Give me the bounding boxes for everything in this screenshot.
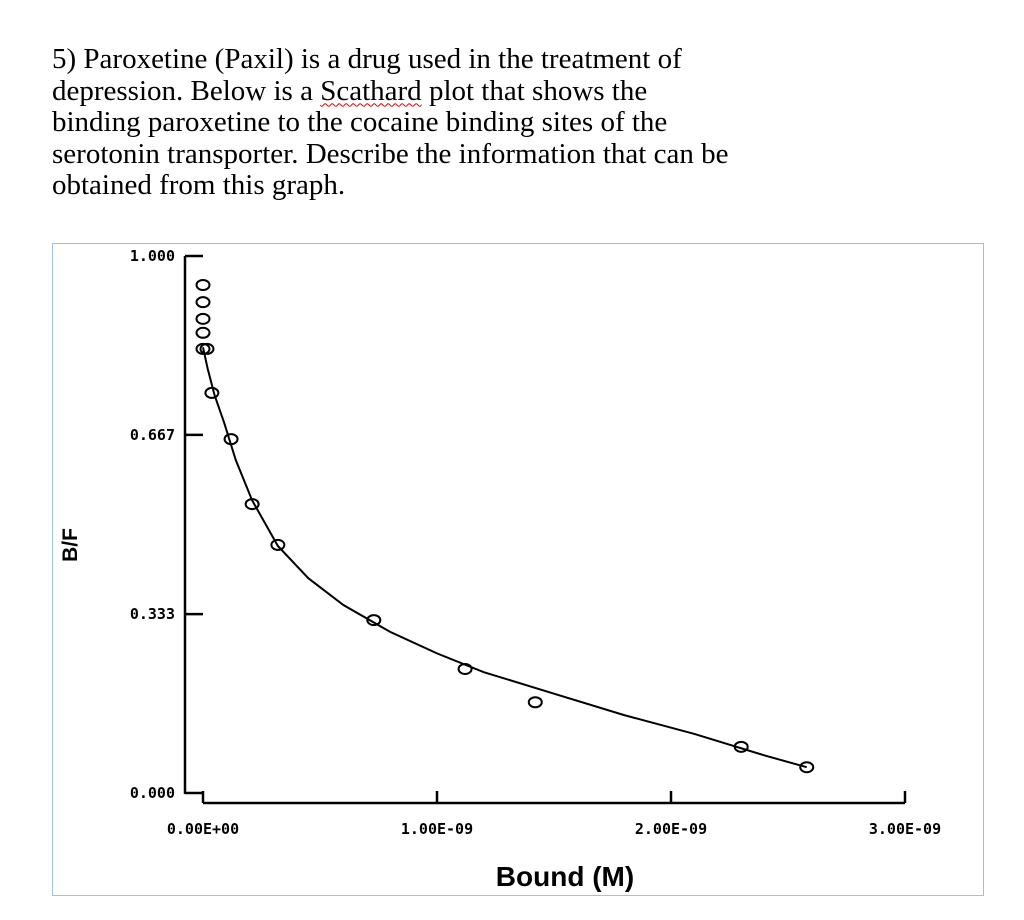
data-point: [195, 296, 211, 309]
x-tick-label: 0.00E+00: [167, 820, 239, 838]
data-point: [799, 761, 815, 774]
data-point: [270, 538, 286, 551]
x-tick-label: 2.00E-09: [635, 820, 707, 838]
y-tick-label: 1.000: [130, 247, 175, 265]
data-point: [527, 696, 543, 709]
text: depression. Below is a: [52, 74, 321, 107]
data-point: [204, 386, 220, 399]
question-line-4: serotonin transporter. Describe the info…: [52, 137, 952, 171]
question-line-1: 5) Paroxetine (Paxil) is a drug used in …: [52, 43, 952, 76]
y-tick-label: 0.333: [130, 605, 175, 623]
y-tick-label: 0.000: [130, 784, 175, 802]
x-tick-label: 3.00E-09: [869, 820, 941, 838]
y-axis-label: B/F: [59, 528, 82, 562]
text: 5) Paroxetine (Paxil) is a drug used in …: [52, 43, 682, 75]
data-point: [199, 342, 215, 355]
question-line-5: obtained from this graph.: [52, 169, 952, 202]
data-point: [223, 433, 239, 446]
text: obtained from this graph.: [52, 169, 346, 201]
text: serotonin transporter. Describe the info…: [52, 137, 729, 170]
question-line-2: depression. Below is a Scathard plot tha…: [52, 74, 952, 108]
data-point: [195, 278, 211, 291]
data-point: [366, 614, 382, 627]
y-tick-label: 0.667: [130, 426, 175, 444]
text: binding paroxetine to the cocaine bindin…: [52, 106, 668, 138]
data-point: [733, 740, 749, 753]
fit-curve: [202, 347, 807, 769]
x-axis-label: Bound (M): [496, 861, 634, 892]
data-point: [195, 326, 211, 339]
chart-image-frame: [52, 243, 984, 896]
x-tick-label: 1.00E-09: [401, 820, 473, 838]
text: plot that shows the: [421, 74, 648, 107]
question-line-3: binding paroxetine to the cocaine bindin…: [52, 106, 952, 139]
question-text: 5) Paroxetine (Paxil) is a drug used in …: [52, 43, 952, 202]
data-point: [457, 662, 473, 675]
misspelled-word: Scathard: [320, 74, 422, 107]
data-point: [244, 498, 260, 511]
data-point: [195, 312, 211, 325]
